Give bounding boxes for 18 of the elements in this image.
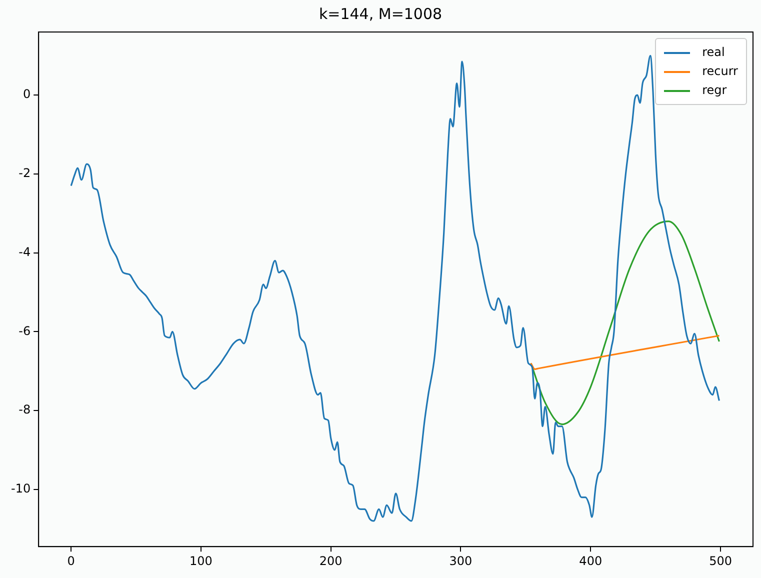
y-tick-label: -4: [18, 244, 31, 259]
x-tick-label: 400: [579, 554, 602, 568]
legend-label: real: [702, 44, 725, 61]
y-tick-label: -8: [18, 402, 31, 417]
x-tick-label: 0: [67, 554, 75, 568]
chart-title: k=144, M=1008: [318, 4, 442, 23]
y-tick-label: 0: [22, 87, 31, 102]
legend-label: recurr: [702, 63, 738, 80]
line-series: [530, 220, 720, 426]
y-tick-label: -10: [10, 482, 31, 496]
x-tick-label: 300: [449, 554, 472, 568]
y-tick-label: -2: [18, 166, 31, 180]
y-tick-label: -6: [18, 324, 31, 338]
x-tick-label: 500: [709, 554, 732, 568]
x-tick-label: 100: [190, 554, 212, 568]
legend-label: regr: [702, 82, 727, 99]
line-series: [530, 334, 720, 370]
x-tick-label: 200: [319, 554, 342, 568]
